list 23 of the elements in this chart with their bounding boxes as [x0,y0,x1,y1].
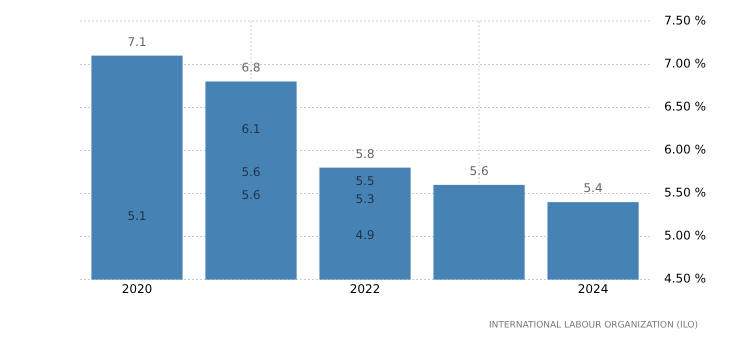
annotation: 5.6 [241,188,261,202]
y-tick-label: 5.00 % [664,228,706,243]
y-tick-label: 7.00 % [664,56,706,70]
data-label: 6.8 [241,60,261,75]
annotation: 5.5 [355,174,375,188]
y-tick-label: 4.50 % [664,272,706,286]
y-tick-label: 7.50 % [664,13,706,28]
y-tick-label: 6.00 % [664,142,706,157]
x-tick-label: 2024 [578,282,608,296]
x-tick-label: 2020 [122,282,152,296]
x-tick-label: 2022 [350,282,380,296]
annotation: 5.6 [241,165,261,180]
annotation: 5.3 [355,192,375,206]
data-label: 7.1 [127,34,147,49]
annotation: 4.9 [355,228,375,242]
annotation: 5.1 [127,209,147,224]
data-label: 5.4 [584,181,603,196]
y-tick-label: 6.50 % [664,99,706,114]
data-label: 5.6 [470,164,489,178]
data-label: 5.8 [355,146,375,161]
y-tick-label: 5.50 % [664,186,706,200]
annotation: 6.1 [241,122,261,136]
text: INTERNATIONAL LABOUR ORGANIZATION (ILO) [489,320,698,330]
